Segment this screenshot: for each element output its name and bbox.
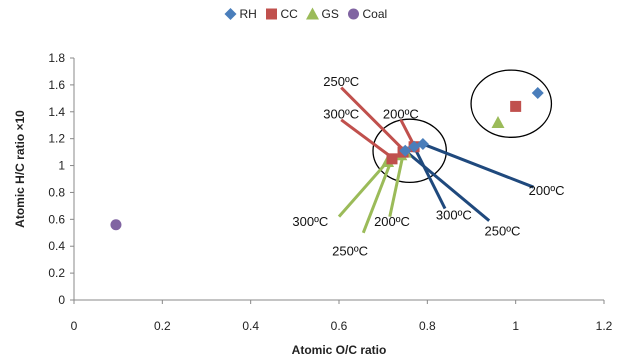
annotation-line: [340, 86, 405, 151]
x-tick-label: 0: [71, 319, 78, 333]
annotation-line: [404, 149, 491, 222]
annotation-line: [412, 146, 447, 210]
y-tick-label: 1: [58, 159, 65, 173]
y-tick-label: 1.2: [48, 132, 65, 146]
temperature-label: 300ºC: [436, 207, 472, 222]
legend-label: RH: [240, 7, 257, 21]
temperature-label: 300ºC: [292, 214, 328, 229]
data-point-cc: [510, 100, 522, 112]
data-point-gs: [491, 116, 505, 129]
annotation-line: [337, 160, 389, 218]
highlight-ellipse: [470, 69, 553, 138]
temperature-label: 250ºC: [485, 223, 521, 238]
temperature-label: 200ºC: [383, 107, 419, 122]
legend-marker-cc: [266, 8, 277, 20]
y-tick-label: 1.8: [48, 51, 65, 65]
data-point-rh: [531, 86, 544, 99]
annotation-line: [399, 119, 416, 147]
y-tick-label: 0.8: [48, 185, 65, 199]
y-tick-label: 1.6: [48, 78, 65, 92]
y-tick-label: 0: [58, 293, 65, 307]
x-tick-label: 1.2: [596, 319, 613, 333]
legend-label: CC: [281, 7, 299, 21]
temperature-label: 200ºC: [374, 214, 410, 229]
legend-marker-coal: [348, 8, 359, 20]
legend-label: GS: [322, 7, 339, 21]
temperature-label: 250ºC: [332, 244, 368, 259]
data-point-coal: [110, 219, 122, 231]
y-axis-title: Atomic H/C ratio ×10: [13, 110, 27, 228]
legend-marker-rh: [224, 8, 237, 20]
x-tick-label: 0.2: [154, 319, 171, 333]
y-tick-label: 0.4: [48, 239, 65, 253]
data-point-rh: [408, 140, 421, 153]
highlight-ellipse: [372, 118, 447, 184]
temperature-label: 200ºC: [529, 183, 565, 198]
legend-marker-gs: [306, 7, 319, 20]
annotation-line: [361, 158, 394, 234]
y-tick-label: 1.4: [48, 105, 65, 119]
annotation-line: [422, 142, 534, 189]
x-tick-label: 0.6: [331, 319, 348, 333]
data-point-cc: [386, 153, 398, 165]
y-tick-label: 0.2: [48, 266, 65, 280]
x-tick-label: 0.4: [242, 319, 259, 333]
y-tick-label: 0.6: [48, 212, 65, 226]
annotation-line: [388, 154, 405, 217]
annotation-line: [340, 118, 393, 159]
x-tick-label: 1: [512, 319, 519, 333]
data-point-rh: [416, 138, 429, 151]
data-point-rh: [399, 144, 412, 157]
temperature-label: 250ºC: [323, 74, 359, 89]
temperature-label: 300ºC: [323, 107, 359, 122]
x-axis-title: Atomic O/C ratio: [292, 343, 387, 357]
x-tick-label: 0.8: [419, 319, 436, 333]
legend-label: Coal: [363, 7, 388, 21]
